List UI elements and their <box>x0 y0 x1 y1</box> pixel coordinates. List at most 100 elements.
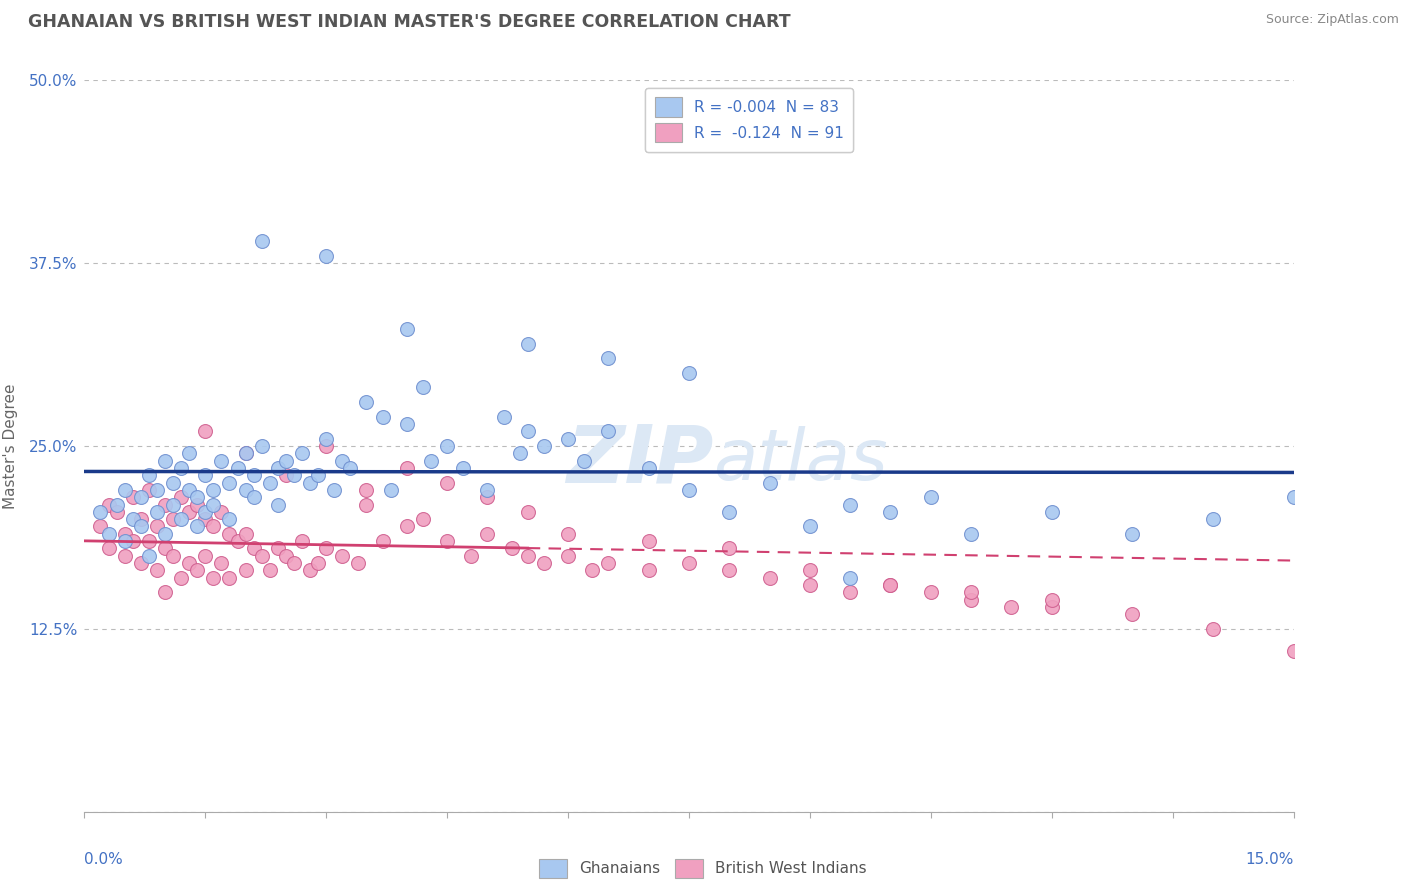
Point <box>235 446 257 460</box>
Point <box>179 556 201 570</box>
Point <box>299 475 322 490</box>
Point <box>194 468 217 483</box>
Point <box>395 519 418 533</box>
Point <box>879 578 901 592</box>
Point <box>138 534 160 549</box>
Text: Source: ZipAtlas.com: Source: ZipAtlas.com <box>1265 13 1399 27</box>
Point <box>920 490 942 504</box>
Point <box>146 563 169 577</box>
Point <box>153 526 176 541</box>
Point <box>97 541 120 556</box>
Point <box>202 483 225 497</box>
Point <box>758 475 780 490</box>
Point <box>138 468 160 483</box>
Point <box>356 483 378 497</box>
Point <box>598 425 620 439</box>
Point <box>179 483 201 497</box>
Point <box>274 549 297 563</box>
Point <box>202 498 225 512</box>
Point <box>218 512 240 526</box>
Point <box>839 571 862 585</box>
Point <box>153 498 176 512</box>
Point <box>533 439 555 453</box>
Point <box>960 526 983 541</box>
Point <box>259 475 281 490</box>
Point <box>637 563 659 577</box>
Point <box>557 549 579 563</box>
Point <box>839 498 862 512</box>
Point <box>186 519 208 533</box>
Point <box>1282 644 1305 658</box>
Point <box>146 505 169 519</box>
Point <box>129 512 152 526</box>
Point <box>162 549 184 563</box>
Point <box>97 498 120 512</box>
Point <box>186 498 208 512</box>
Point <box>235 526 257 541</box>
Point <box>339 461 361 475</box>
Point <box>235 483 257 497</box>
Point <box>516 336 538 351</box>
Point <box>129 519 152 533</box>
Point <box>572 453 595 467</box>
Point <box>718 505 741 519</box>
Point <box>307 556 329 570</box>
Point <box>209 505 232 519</box>
Legend: R = -0.004  N = 83, R =  -0.124  N = 91: R = -0.004 N = 83, R = -0.124 N = 91 <box>645 88 853 152</box>
Point <box>678 483 700 497</box>
Point <box>138 549 160 563</box>
Point <box>395 322 418 336</box>
Point <box>477 490 499 504</box>
Point <box>129 490 152 504</box>
Point <box>274 468 297 483</box>
Point <box>89 519 111 533</box>
Y-axis label: Master's Degree: Master's Degree <box>3 384 18 508</box>
Point <box>250 439 273 453</box>
Point <box>380 483 402 497</box>
Point <box>162 498 184 512</box>
Point <box>114 534 136 549</box>
Point <box>97 526 120 541</box>
Point <box>283 468 305 483</box>
Point <box>129 556 152 570</box>
Point <box>557 526 579 541</box>
Point <box>242 541 264 556</box>
Point <box>516 425 538 439</box>
Point <box>267 541 290 556</box>
Point <box>226 534 249 549</box>
Point <box>162 475 184 490</box>
Point <box>170 512 193 526</box>
Point <box>242 490 264 504</box>
Point <box>259 563 281 577</box>
Point <box>436 475 458 490</box>
Point <box>218 526 240 541</box>
Point <box>218 475 240 490</box>
Point <box>1202 622 1225 636</box>
Point <box>1121 526 1143 541</box>
Point <box>162 512 184 526</box>
Point <box>718 563 741 577</box>
Point <box>718 541 741 556</box>
Point <box>799 578 821 592</box>
Point <box>879 505 901 519</box>
Text: atlas: atlas <box>713 426 887 495</box>
Point <box>194 512 217 526</box>
Point <box>267 498 290 512</box>
Point <box>186 490 208 504</box>
Point <box>799 519 821 533</box>
Point <box>678 556 700 570</box>
Point <box>436 534 458 549</box>
Point <box>315 541 337 556</box>
Point <box>323 483 346 497</box>
Point <box>315 249 337 263</box>
Point <box>274 453 297 467</box>
Point <box>218 571 240 585</box>
Point <box>879 578 901 592</box>
Point <box>105 498 128 512</box>
Point <box>146 483 169 497</box>
Point <box>153 453 176 467</box>
Point <box>250 234 273 248</box>
Point <box>347 556 370 570</box>
Point <box>598 351 620 366</box>
Text: ZIP: ZIP <box>565 422 713 500</box>
